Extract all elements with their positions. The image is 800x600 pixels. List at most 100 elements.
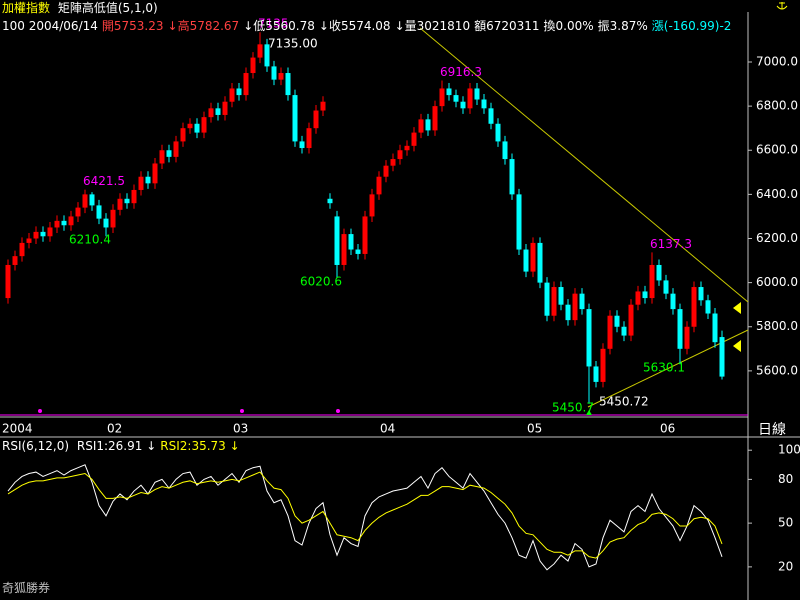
high-label: 6421.5	[83, 174, 125, 188]
chart-subtitle: 矩陣高低值(5,1,0)	[57, 1, 158, 15]
candle-body	[418, 119, 424, 133]
candle-body	[215, 108, 221, 115]
candle-body	[299, 141, 305, 149]
candle-body	[642, 291, 648, 299]
candle-body	[341, 234, 347, 265]
trend-line	[419, 27, 749, 303]
candle-body	[691, 287, 697, 327]
candle-body	[208, 108, 214, 118]
candle-body	[446, 88, 452, 96]
candle-body	[523, 249, 529, 272]
candle-body	[110, 209, 116, 228]
quote-item: ↓高5782.67	[167, 19, 240, 33]
candle-body	[250, 57, 256, 74]
y-tick-label: 5600.0	[756, 363, 798, 377]
candle-body	[47, 227, 53, 237]
candle-body	[159, 150, 165, 164]
candle-body	[453, 95, 459, 102]
candle-body	[194, 123, 200, 133]
candle-body	[460, 101, 466, 109]
candle-body	[600, 348, 606, 382]
candle-body	[61, 220, 67, 226]
candle-body	[565, 304, 571, 321]
candle-body	[670, 293, 676, 310]
candle-body	[544, 282, 550, 316]
x-tick-label: 2004	[2, 422, 33, 436]
candle-body	[411, 132, 417, 146]
x-tick-label: 06	[660, 422, 675, 436]
candle-body	[271, 66, 277, 80]
trend-marker	[733, 340, 741, 352]
candle-body	[677, 309, 683, 349]
candle-body	[75, 207, 81, 217]
candle-body	[376, 176, 382, 195]
plot-area: 5600.0 5800.0 6000.0 6200.0 6400.0 6600.0 6800…	[2, 17, 800, 574]
candle-body	[5, 264, 11, 299]
candle-body	[145, 176, 151, 184]
low-marker	[586, 410, 592, 415]
y-tick-label: 6400.0	[756, 187, 798, 201]
low-label: 6020.6	[300, 275, 342, 289]
candle-body	[705, 300, 711, 314]
candle-body	[404, 145, 410, 151]
candle-body	[502, 141, 508, 160]
y-tick-label: 6200.0	[756, 231, 798, 245]
candle-body	[229, 88, 235, 102]
high-label: 7135	[258, 17, 289, 31]
y-tick-label: 100	[778, 443, 800, 457]
candle-body	[362, 216, 368, 254]
y-tick-label: 5800.0	[756, 319, 798, 333]
candle-body	[285, 73, 291, 96]
legend-entry: RSI2:35.73 ↓	[160, 439, 240, 453]
quote-item: 100 2004/06/14	[2, 19, 98, 33]
candle-body	[173, 141, 179, 157]
y-tick-label: 80	[778, 472, 793, 486]
period-label: 日線	[758, 422, 786, 438]
candle-body	[152, 163, 158, 184]
candle-body	[82, 194, 88, 208]
chart-title: 加權指數	[2, 1, 51, 15]
low-label: 6210.4	[69, 233, 111, 247]
candle-body	[166, 150, 172, 157]
candle-body	[96, 205, 102, 219]
candle-body	[607, 315, 613, 349]
min-label: 5450.72	[599, 394, 649, 408]
quote-item: ↓低5560.78	[243, 19, 315, 33]
y-tick-label: 6800.0	[756, 99, 798, 113]
event-dot	[38, 409, 42, 413]
candle-body	[54, 220, 60, 228]
rsi-line	[7, 464, 723, 571]
x-tick-label: 04	[380, 422, 395, 436]
candle-body	[26, 238, 32, 243]
y-tick-label: 6600.0	[756, 143, 798, 157]
candle-body	[516, 194, 522, 250]
candle-body	[327, 198, 333, 204]
event-dot	[336, 409, 340, 413]
candle-body	[33, 231, 39, 239]
y-tick-label: 6000.0	[756, 275, 798, 289]
trend-marker	[733, 302, 741, 314]
y-tick-label: 7000.0	[756, 54, 798, 68]
candle-body	[40, 231, 46, 237]
candle-body	[530, 242, 536, 272]
anchor-icon	[776, 2, 788, 10]
max-label: 7135.00	[268, 37, 318, 51]
candle-body	[621, 326, 627, 336]
quote-row: 100 2004/06/14 開5753.23 ↓高5782.67 ↓低5560.78…	[2, 18, 800, 34]
quote-item: 開5753.23	[101, 19, 164, 33]
candle-body	[89, 194, 95, 206]
candle-body	[320, 101, 326, 111]
candle-body	[264, 44, 270, 67]
candle-body	[390, 159, 396, 166]
low-label: 5450.7	[552, 400, 594, 414]
candle-body	[628, 304, 634, 336]
brand: 奇狐勝券	[2, 581, 51, 595]
candle-body	[719, 337, 725, 377]
title-row: 加權指數 矩陣高低值(5,1,0)	[2, 0, 800, 16]
candle-body	[656, 264, 662, 281]
candle-body	[712, 313, 718, 343]
indicator-title: RSI(6,12,0)	[2, 439, 70, 453]
candle-body	[334, 216, 340, 265]
